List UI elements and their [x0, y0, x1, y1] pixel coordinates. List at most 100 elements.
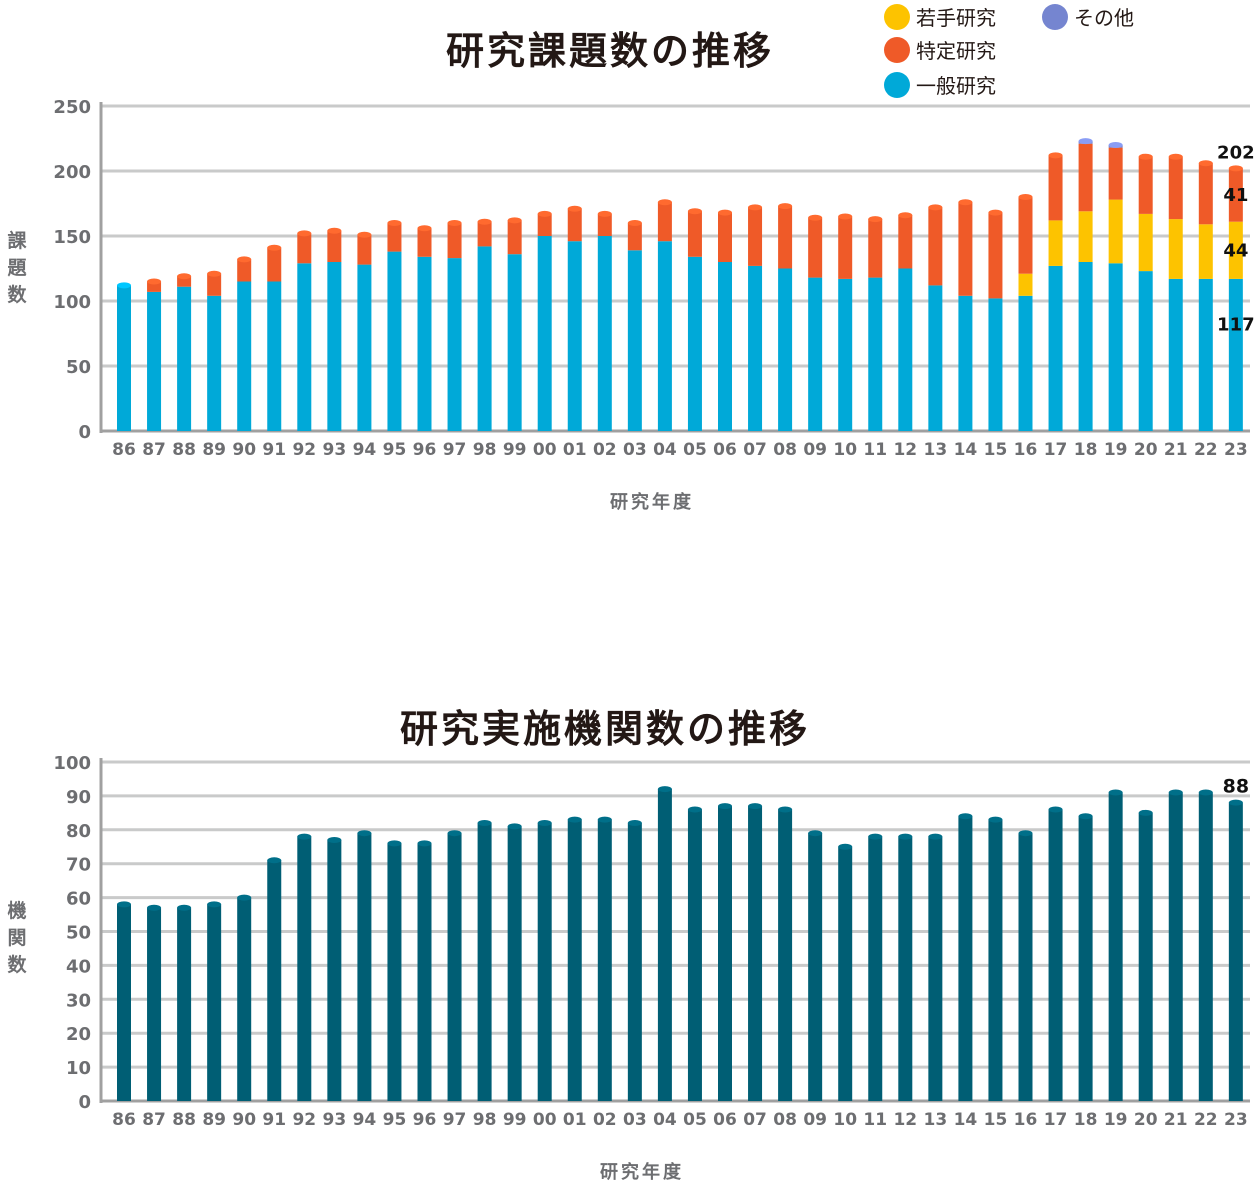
bar-cap — [147, 904, 162, 911]
bar-segment — [627, 250, 642, 431]
bar-cap — [117, 901, 131, 908]
bar-segment — [748, 265, 763, 431]
bar-segment — [237, 281, 252, 431]
legend-swatch-specific — [884, 36, 910, 63]
legend-item-other: その他 — [1042, 2, 1134, 31]
bar-segment — [898, 268, 913, 431]
bar-cap — [868, 216, 883, 223]
bar-segment — [748, 207, 763, 266]
bar-cap — [1168, 153, 1183, 160]
bar-segment — [898, 836, 913, 1101]
bar-segment — [567, 241, 582, 431]
x-tick-label: 04 — [653, 1110, 677, 1130]
bar-segment — [988, 819, 1003, 1101]
bar-segment — [357, 833, 372, 1101]
y-tick-label: 70 — [66, 855, 91, 876]
legend-label-general: 一般研究 — [916, 74, 996, 98]
bar-segment — [207, 295, 222, 431]
bar-cap — [1168, 789, 1183, 796]
x-tick-label: 86 — [112, 1110, 136, 1130]
bar-segment — [1108, 792, 1123, 1101]
bar-cap — [958, 199, 973, 206]
x-tick-label: 01 — [563, 1110, 587, 1130]
bar-cap — [748, 204, 763, 211]
data-label-young: 44 — [1223, 240, 1248, 261]
bar-segment — [1048, 155, 1063, 221]
bar-segment — [537, 213, 552, 236]
bar-cap — [387, 220, 402, 226]
x-tick-label: 95 — [383, 1110, 407, 1130]
y-tick-label: 100 — [53, 753, 91, 774]
bar-segment — [1048, 220, 1063, 266]
bar-segment — [177, 276, 192, 287]
x-tick-label: 93 — [323, 440, 347, 460]
bar-segment — [207, 273, 222, 296]
bar-cap — [718, 209, 732, 216]
bar-segment — [627, 223, 642, 251]
legend-label-other: その他 — [1074, 6, 1134, 30]
y-tick-label: 200 — [53, 162, 91, 183]
bar-segment — [387, 843, 402, 1101]
bar-segment — [778, 809, 793, 1101]
bar-segment — [597, 213, 612, 236]
bar-segment — [447, 258, 462, 431]
bar-segment — [567, 819, 582, 1101]
bar-segment — [1108, 147, 1123, 200]
y-tick-label: 20 — [66, 1024, 91, 1045]
y-tick-label: 0 — [78, 422, 91, 443]
bar-cap — [1198, 160, 1213, 167]
x-tick-label: 22 — [1194, 1110, 1218, 1130]
bar-cap — [1138, 153, 1153, 160]
x-tick-label: 97 — [443, 1110, 467, 1130]
bar-segment — [327, 230, 342, 262]
bar-cap — [477, 820, 492, 827]
bar-segment — [1168, 792, 1183, 1101]
x-tick-label: 07 — [743, 440, 767, 460]
bar-segment — [1078, 211, 1093, 262]
bar-segment — [868, 277, 883, 431]
bar-segment — [417, 256, 432, 431]
bar-segment — [657, 789, 672, 1101]
bar-cap — [808, 214, 823, 221]
x-tick-label: 14 — [954, 1110, 978, 1130]
x-tick-label: 15 — [984, 440, 1008, 460]
bar-cap — [988, 816, 1003, 823]
x-tick-label: 88 — [172, 1110, 196, 1130]
x-tick-label: 23 — [1224, 440, 1248, 460]
x-tick-label: 08 — [773, 1110, 797, 1130]
x-tick-label: 89 — [202, 1110, 226, 1130]
bar-cap — [597, 816, 612, 823]
bar-cap — [898, 212, 913, 219]
bar-segment — [147, 281, 162, 292]
x-tick-label: 96 — [413, 1110, 437, 1130]
y-tick-label: 0 — [78, 1092, 91, 1113]
bar-cap — [627, 220, 642, 226]
x-tick-label: 03 — [623, 440, 647, 460]
legend-swatch-young — [884, 3, 910, 30]
bar-cap — [477, 218, 492, 225]
y-tick-label: 150 — [53, 227, 91, 248]
bar-segment — [1018, 273, 1033, 296]
bar-segment — [477, 246, 492, 431]
bar-segment — [387, 251, 402, 431]
x-tick-label: 09 — [803, 440, 827, 460]
bar-cap — [928, 833, 943, 840]
bar-cap — [1048, 152, 1063, 159]
bar-segment — [1138, 156, 1153, 214]
bar-segment — [1018, 833, 1033, 1101]
bar-segment — [447, 833, 462, 1101]
bar-segment — [537, 236, 552, 431]
y-tick-label: 10 — [66, 1058, 91, 1079]
legend-item-specific: 特定研究 — [884, 35, 996, 64]
bar-segment — [1078, 262, 1093, 431]
bar-cap — [657, 786, 672, 793]
bar-segment — [507, 254, 522, 431]
bar-segment — [447, 223, 462, 259]
x-tick-label: 93 — [323, 1110, 347, 1130]
y-tick-label: 90 — [66, 787, 91, 808]
bar-cap — [417, 840, 432, 847]
bar-segment — [1138, 812, 1153, 1101]
bar-segment — [357, 264, 372, 431]
x-tick-label: 95 — [383, 440, 407, 460]
bar-cap — [1228, 165, 1243, 172]
